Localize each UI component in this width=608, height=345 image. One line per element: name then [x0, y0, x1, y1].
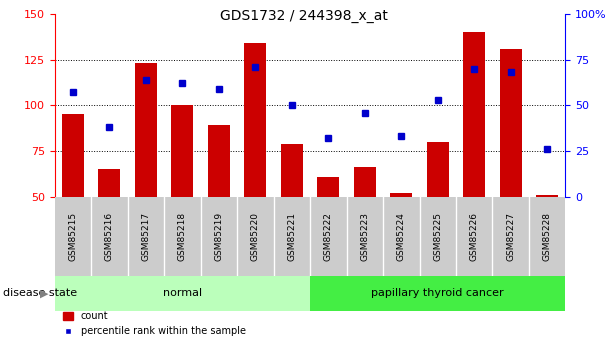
Text: GSM85224: GSM85224: [397, 212, 406, 261]
Text: GSM85228: GSM85228: [543, 212, 551, 261]
Text: GSM85226: GSM85226: [470, 212, 478, 261]
Text: GSM85215: GSM85215: [69, 212, 77, 261]
Text: normal: normal: [163, 288, 202, 298]
Text: GSM85217: GSM85217: [142, 212, 150, 261]
Text: GDS1732 / 244398_x_at: GDS1732 / 244398_x_at: [220, 9, 388, 23]
Bar: [354, 167, 376, 197]
Text: GSM85227: GSM85227: [506, 212, 515, 261]
Bar: [500, 49, 522, 197]
Bar: [310, 276, 565, 310]
Legend: count, percentile rank within the sample: count, percentile rank within the sample: [60, 307, 250, 340]
Bar: [98, 169, 120, 197]
Bar: [281, 144, 303, 197]
Bar: [536, 195, 558, 197]
Text: ▶: ▶: [40, 288, 49, 298]
Text: GSM85216: GSM85216: [105, 212, 114, 261]
Text: GSM85222: GSM85222: [324, 212, 333, 261]
Bar: [62, 115, 84, 197]
Text: papillary thyroid cancer: papillary thyroid cancer: [371, 288, 504, 298]
Text: GSM85223: GSM85223: [361, 212, 369, 261]
Bar: [427, 142, 449, 197]
Bar: [390, 193, 412, 197]
Bar: [463, 32, 485, 197]
Bar: [135, 63, 157, 197]
Text: GSM85218: GSM85218: [178, 212, 187, 261]
Text: GSM85221: GSM85221: [288, 212, 296, 261]
Text: GSM85219: GSM85219: [215, 212, 223, 261]
Bar: [244, 43, 266, 197]
Bar: [317, 177, 339, 197]
Text: disease state: disease state: [3, 288, 77, 298]
Text: GSM85225: GSM85225: [434, 212, 442, 261]
Bar: [171, 105, 193, 197]
Bar: [55, 276, 310, 310]
Text: GSM85220: GSM85220: [251, 212, 260, 261]
Bar: [208, 125, 230, 197]
